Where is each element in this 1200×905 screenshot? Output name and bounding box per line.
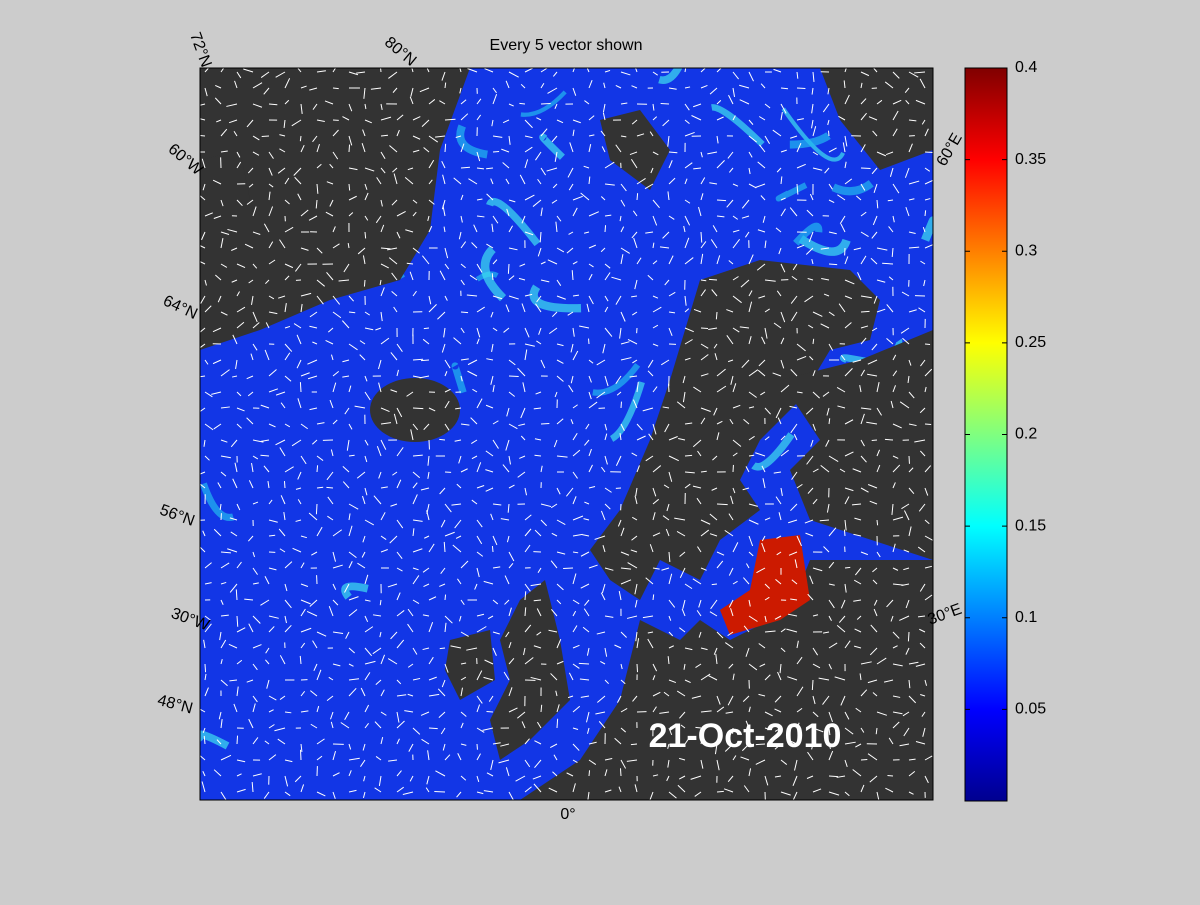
vector (541, 103, 551, 104)
vector (509, 376, 519, 377)
map (194, 35, 953, 803)
vector (349, 312, 355, 313)
vector (717, 504, 728, 505)
vector (828, 131, 829, 136)
vector (365, 232, 366, 238)
colorbar-tick-label: 0.25 (1015, 334, 1046, 351)
vector (637, 664, 638, 672)
vector (445, 144, 446, 152)
vector (908, 632, 909, 641)
colorbar-tick-label: 0.05 (1015, 701, 1046, 718)
vector (845, 567, 850, 568)
vector (349, 184, 350, 191)
vector (709, 279, 717, 280)
vector (579, 663, 589, 664)
vector (620, 768, 621, 776)
map-label: 64°N (160, 292, 200, 323)
colorbar-tick-label: 0.4 (1015, 59, 1037, 76)
vector (844, 530, 845, 536)
vector (300, 136, 301, 141)
vector (820, 520, 829, 521)
vector (534, 600, 541, 601)
colorbar (965, 68, 1007, 801)
vector (887, 775, 893, 776)
map-label: 60°E (934, 131, 966, 170)
vector (885, 439, 893, 440)
colorbar-tick-label: 0.2 (1015, 426, 1037, 443)
vector (316, 504, 317, 514)
vector (364, 280, 365, 287)
vector (829, 264, 837, 265)
vector (492, 546, 493, 552)
vector (317, 465, 318, 472)
vector (637, 193, 638, 200)
vector (925, 210, 926, 216)
vector (605, 225, 606, 232)
vector (712, 584, 717, 585)
colorbar-tick-label: 0.35 (1015, 151, 1046, 168)
vector (429, 728, 438, 729)
vector (486, 711, 493, 712)
vector (205, 664, 206, 672)
vector (317, 487, 323, 488)
vector (631, 744, 637, 745)
date-label: 21-Oct-2010 (649, 717, 842, 755)
vector (237, 736, 238, 744)
vector (685, 455, 692, 456)
vector (413, 408, 423, 409)
vector (236, 589, 237, 600)
vector (421, 360, 429, 361)
vector (326, 487, 333, 488)
land-iceland (370, 378, 460, 442)
vector (424, 328, 429, 329)
vector (589, 770, 590, 776)
vector (525, 607, 526, 616)
vector (541, 705, 542, 712)
vector (812, 680, 813, 690)
vector (445, 83, 446, 88)
vector (717, 200, 726, 201)
vector (300, 382, 301, 392)
vector (861, 168, 871, 169)
map-label: 72°N (186, 30, 214, 69)
map-label: 80°N (381, 34, 419, 70)
vector (829, 776, 838, 777)
map-title: Every 5 vector shown (490, 37, 643, 54)
vector (440, 648, 445, 649)
vector (380, 66, 381, 72)
vector (508, 264, 509, 274)
map-label: 48°N (156, 692, 195, 718)
vector (439, 439, 445, 440)
vector (519, 103, 525, 104)
vector (284, 481, 285, 488)
vector (716, 312, 717, 319)
vector (925, 344, 930, 345)
vector (861, 311, 870, 312)
vector (872, 440, 877, 441)
vector (461, 312, 468, 313)
vector (813, 339, 814, 344)
map-label: 56°N (157, 502, 196, 530)
vector (333, 88, 339, 89)
vector (653, 594, 654, 600)
vector (925, 424, 931, 425)
vector (445, 595, 446, 600)
colorbar-tick-label: 0.15 (1015, 517, 1046, 534)
vector (861, 759, 867, 760)
colorbar-tick-label: 0.3 (1015, 242, 1037, 259)
vector (717, 791, 724, 792)
vector (877, 520, 878, 525)
colorbar-tick-label: 0.1 (1015, 609, 1037, 626)
vector (925, 152, 933, 153)
vector (349, 145, 350, 152)
map-label: 0° (560, 806, 575, 823)
vector (493, 151, 499, 152)
vector (557, 719, 558, 728)
